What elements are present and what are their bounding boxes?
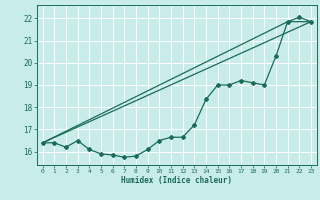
X-axis label: Humidex (Indice chaleur): Humidex (Indice chaleur) bbox=[121, 176, 232, 185]
